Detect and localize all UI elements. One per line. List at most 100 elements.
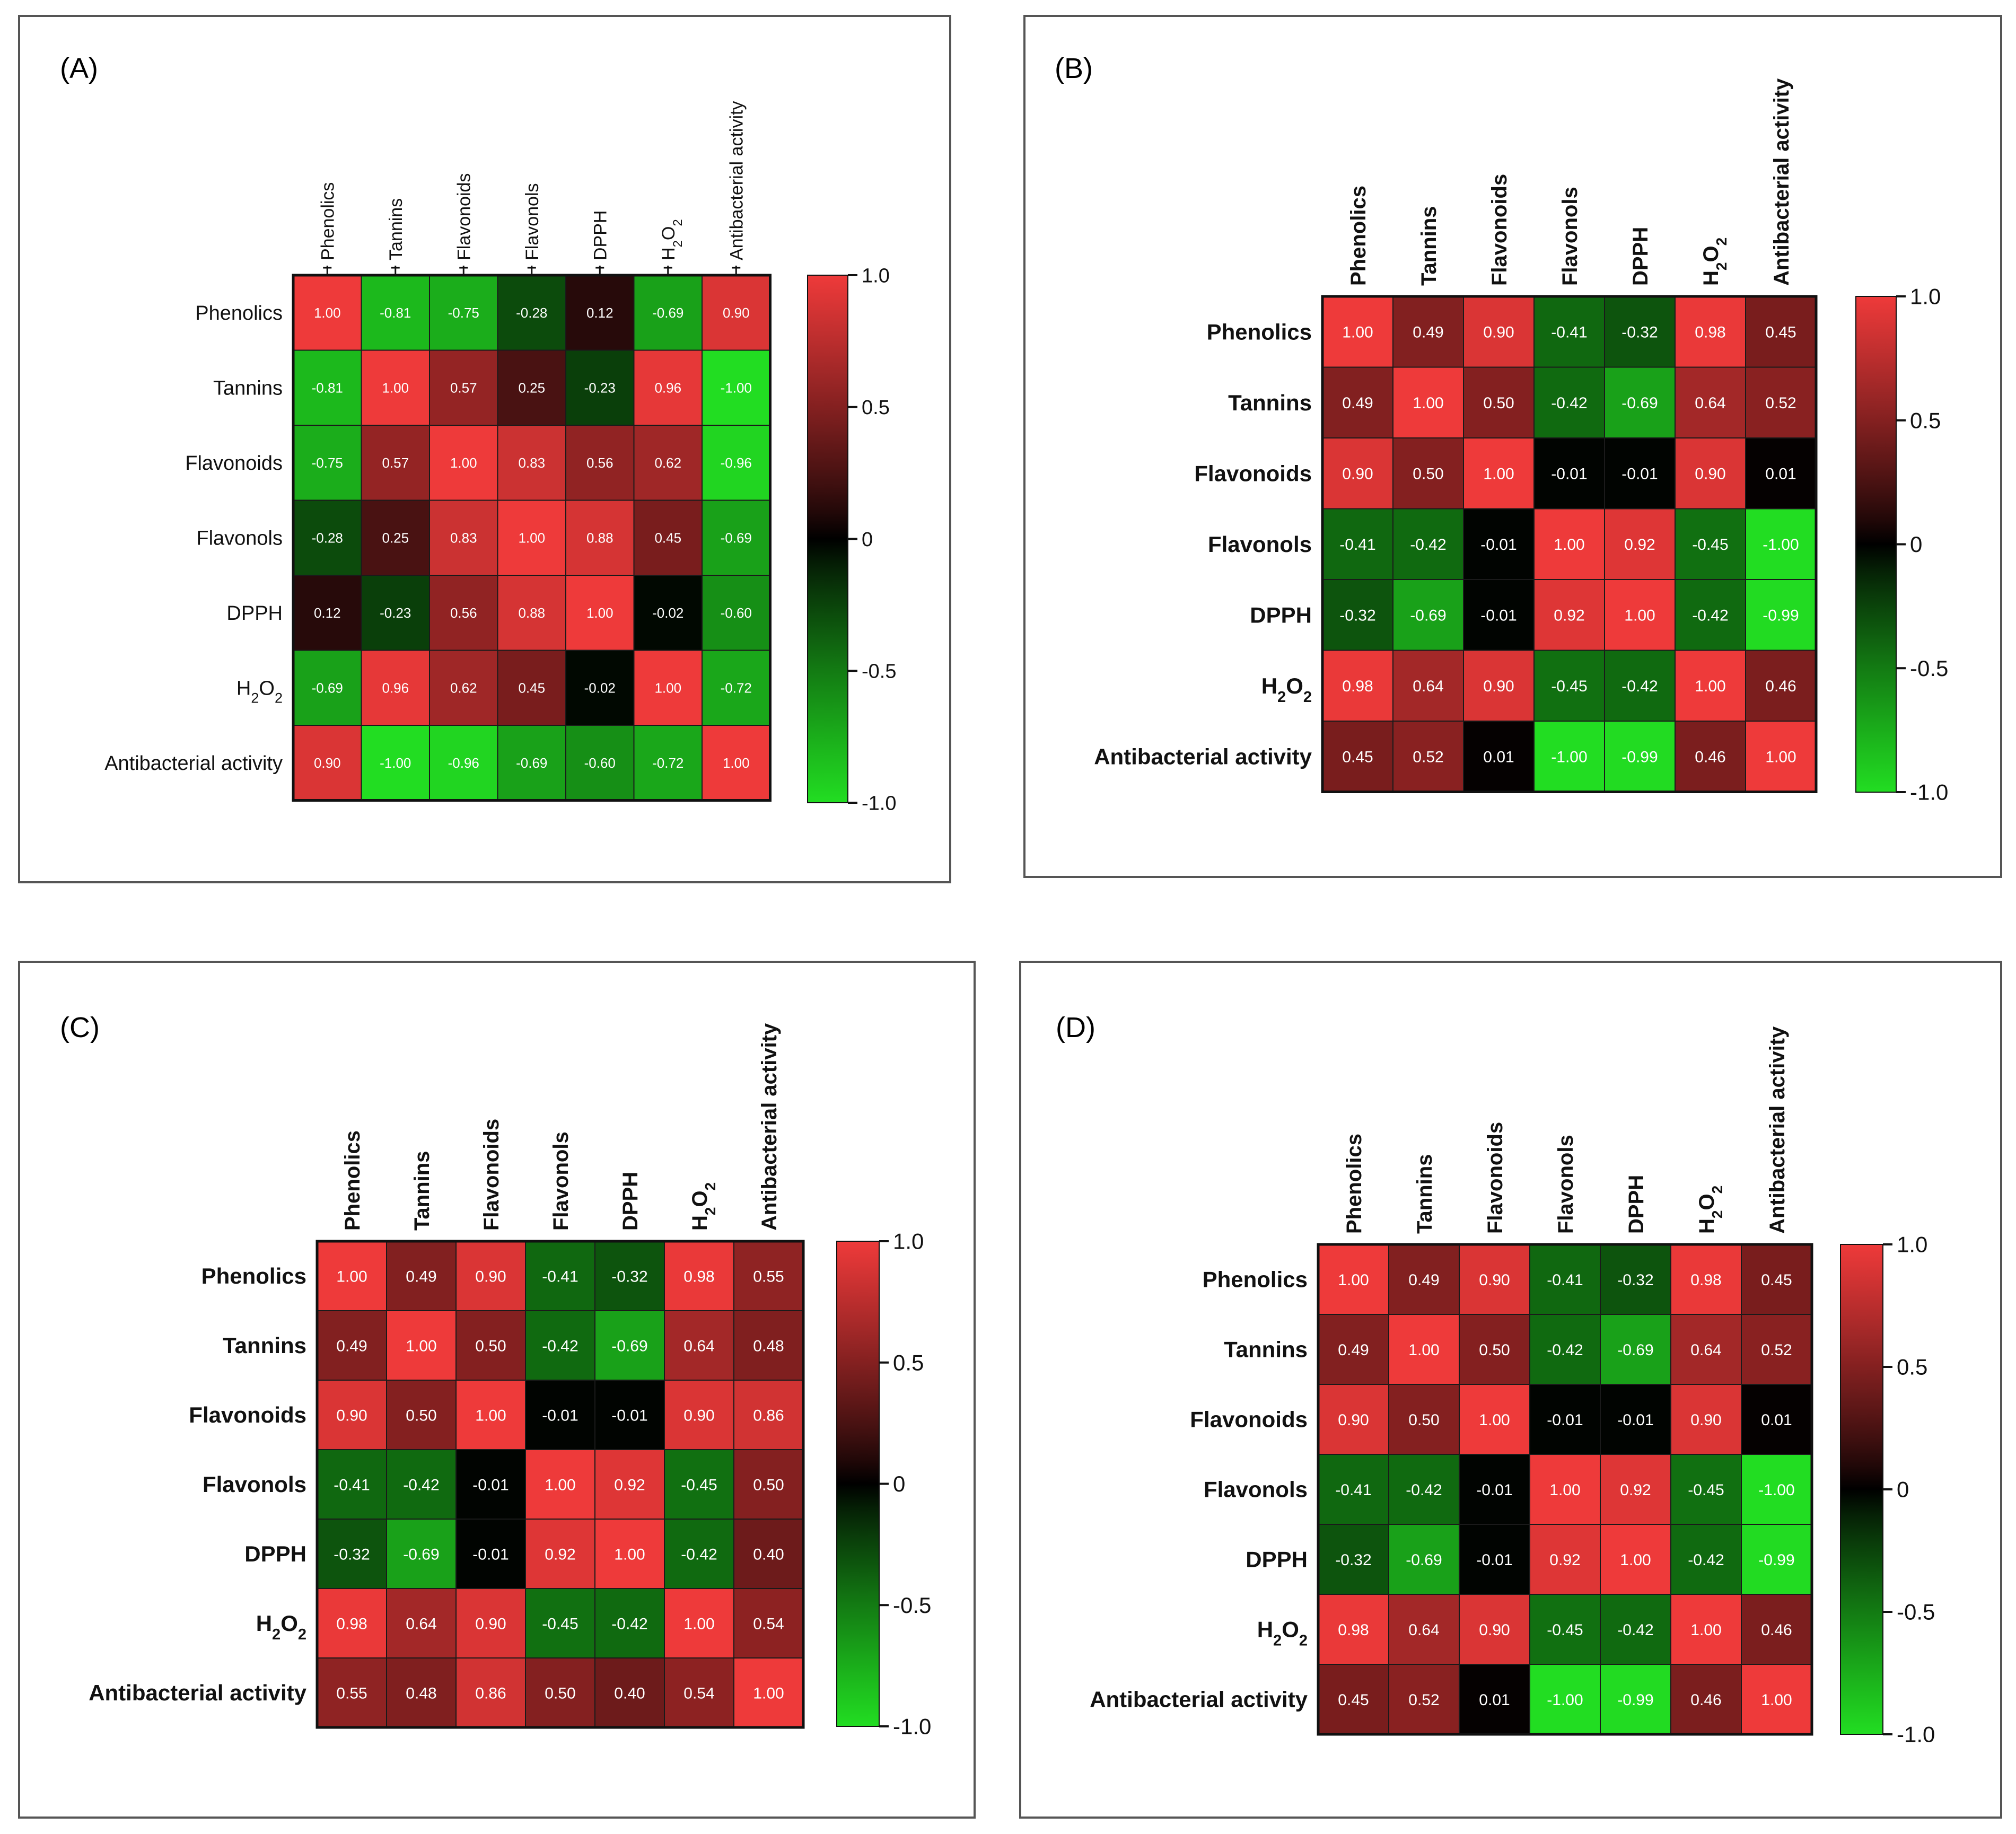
colorbar (1855, 296, 1897, 793)
cell-value: 0.48 (406, 1684, 436, 1702)
cell-value: 0.50 (1413, 466, 1443, 483)
heatmap-cell (1529, 1244, 1601, 1315)
cell-value: 0.92 (545, 1546, 575, 1563)
colorbar-tick-label: 0.5 (1910, 408, 1941, 433)
row-label: Flavonoids (1190, 1407, 1308, 1432)
cell-value: -0.69 (403, 1546, 439, 1563)
colorbar-tick-label: 0 (862, 529, 873, 551)
colorbar-tick-label: 1.0 (862, 265, 890, 287)
cell-value: 0.90 (475, 1615, 506, 1633)
heatmap-cell (1670, 1244, 1742, 1315)
row-label: DPPH (1250, 602, 1312, 627)
column-label: Tannins (410, 1151, 434, 1231)
colorbar (807, 275, 848, 803)
cell-value: -0.69 (1621, 394, 1658, 412)
heatmap-cell (1675, 437, 1746, 510)
column-label: H2O2 (1699, 238, 1730, 286)
cell-value: -0.42 (1547, 1341, 1583, 1359)
cell-value: -1.00 (1758, 1481, 1794, 1499)
colorbar-tick-label: 0 (893, 1471, 905, 1496)
row-label: H2O2 (236, 678, 283, 706)
column-label: Flavonoids (454, 173, 474, 260)
heatmap-cell (565, 725, 635, 801)
heatmap-cell (1533, 650, 1605, 722)
row-label: DPPH (1246, 1547, 1308, 1572)
heatmap-cell (702, 425, 771, 501)
heatmap-cell (317, 1380, 387, 1450)
cell-value: 0.96 (382, 680, 409, 696)
column-label: Antibacterial activity (1766, 1026, 1789, 1234)
cell-value: 1.00 (450, 455, 477, 471)
cell-value: 1.00 (683, 1615, 714, 1633)
cell-value: 0.98 (1690, 1271, 1721, 1289)
heatmap-cell (565, 349, 635, 426)
heatmap-cell (1463, 721, 1535, 793)
heatmap-cell (361, 275, 430, 351)
cell-value: 0.64 (1695, 394, 1725, 412)
cell-value: 0.50 (1408, 1411, 1439, 1429)
heatmap-cell (733, 1449, 804, 1520)
cell-value: 0.49 (1338, 1341, 1369, 1359)
cell-value: 0.01 (1761, 1411, 1792, 1429)
heatmap-cell (664, 1380, 734, 1450)
column-label: DPPH (619, 1172, 642, 1231)
cell-value: 0.92 (1554, 607, 1584, 625)
cell-value: 1.00 (1554, 536, 1584, 554)
heatmap-border (1321, 295, 1818, 793)
cell-value: 1.00 (1413, 394, 1443, 412)
cell-value: 0.88 (518, 605, 545, 621)
cell-value: 0.90 (1483, 324, 1514, 341)
column-label: DPPH (1625, 1175, 1648, 1234)
cell-value: 1.00 (1338, 1271, 1369, 1289)
heatmap-cell (455, 1657, 526, 1728)
cell-value: -0.41 (1339, 536, 1375, 554)
column-label: Phenolics (1343, 1134, 1366, 1234)
heatmap-cell (429, 349, 498, 426)
cell-value: 0.98 (1342, 678, 1373, 695)
cell-value: 0.12 (586, 305, 613, 321)
cell-value: -0.69 (721, 530, 752, 546)
cell-value: -0.99 (1758, 1551, 1794, 1569)
cell-value: -0.41 (1551, 324, 1587, 341)
cell-value: -0.69 (1406, 1551, 1442, 1569)
cell-value: 0.90 (1342, 466, 1373, 483)
cell-value: 0.92 (1549, 1551, 1580, 1569)
heatmap-cell (317, 1519, 387, 1589)
panel-a: (A) 1.00 -0.81 -0.75 -0.28 0.12 -0.69 0.90 -0.81… (18, 15, 951, 883)
row-label: Flavonoids (185, 452, 283, 475)
cell-value: 0.64 (406, 1615, 436, 1633)
cell-value: -0.32 (1339, 607, 1375, 625)
heatmap-cell (455, 1449, 526, 1520)
colorbar-tick-label: 1.0 (1897, 1232, 1927, 1257)
row-label: DPPH (226, 602, 283, 625)
cell-value: 0.40 (753, 1546, 784, 1563)
heatmap-cell (429, 650, 498, 726)
heatmap-cell (1533, 366, 1605, 438)
cell-value: 0.12 (314, 605, 341, 621)
cell-value: 0.83 (518, 455, 545, 471)
row-label: Phenolics (1203, 1267, 1308, 1292)
heatmap-cell (633, 275, 703, 351)
panel-title: (C) (60, 1012, 100, 1043)
cell-value: 0.52 (1408, 1691, 1439, 1709)
heatmap-cell (594, 1657, 665, 1728)
heatmap-cell (293, 499, 362, 576)
cell-value: -0.99 (1763, 607, 1799, 625)
cell-value: 0.46 (1695, 749, 1725, 766)
cell-value: 0.62 (450, 680, 477, 696)
cell-value: -0.45 (1551, 678, 1587, 695)
panel-title: (B) (1055, 52, 1093, 84)
heatmap-cell (1459, 1594, 1530, 1665)
cell-value: -0.81 (380, 305, 411, 321)
heatmap-cell (525, 1519, 595, 1589)
colorbar-tick-label: 0.5 (1897, 1355, 1927, 1380)
heatmap-cell (1322, 296, 1393, 368)
cell-value: 0.62 (654, 455, 681, 471)
colorbar-tick-label: 0.5 (862, 397, 890, 419)
cell-value: 0.90 (1479, 1621, 1510, 1639)
column-label: H2O2 (688, 1182, 718, 1231)
cell-value: 0.45 (518, 680, 545, 696)
cell-value: 0.46 (1761, 1621, 1792, 1639)
colorbar-tick-label: -0.5 (1910, 656, 1948, 681)
cell-value: 0.50 (1483, 394, 1514, 412)
